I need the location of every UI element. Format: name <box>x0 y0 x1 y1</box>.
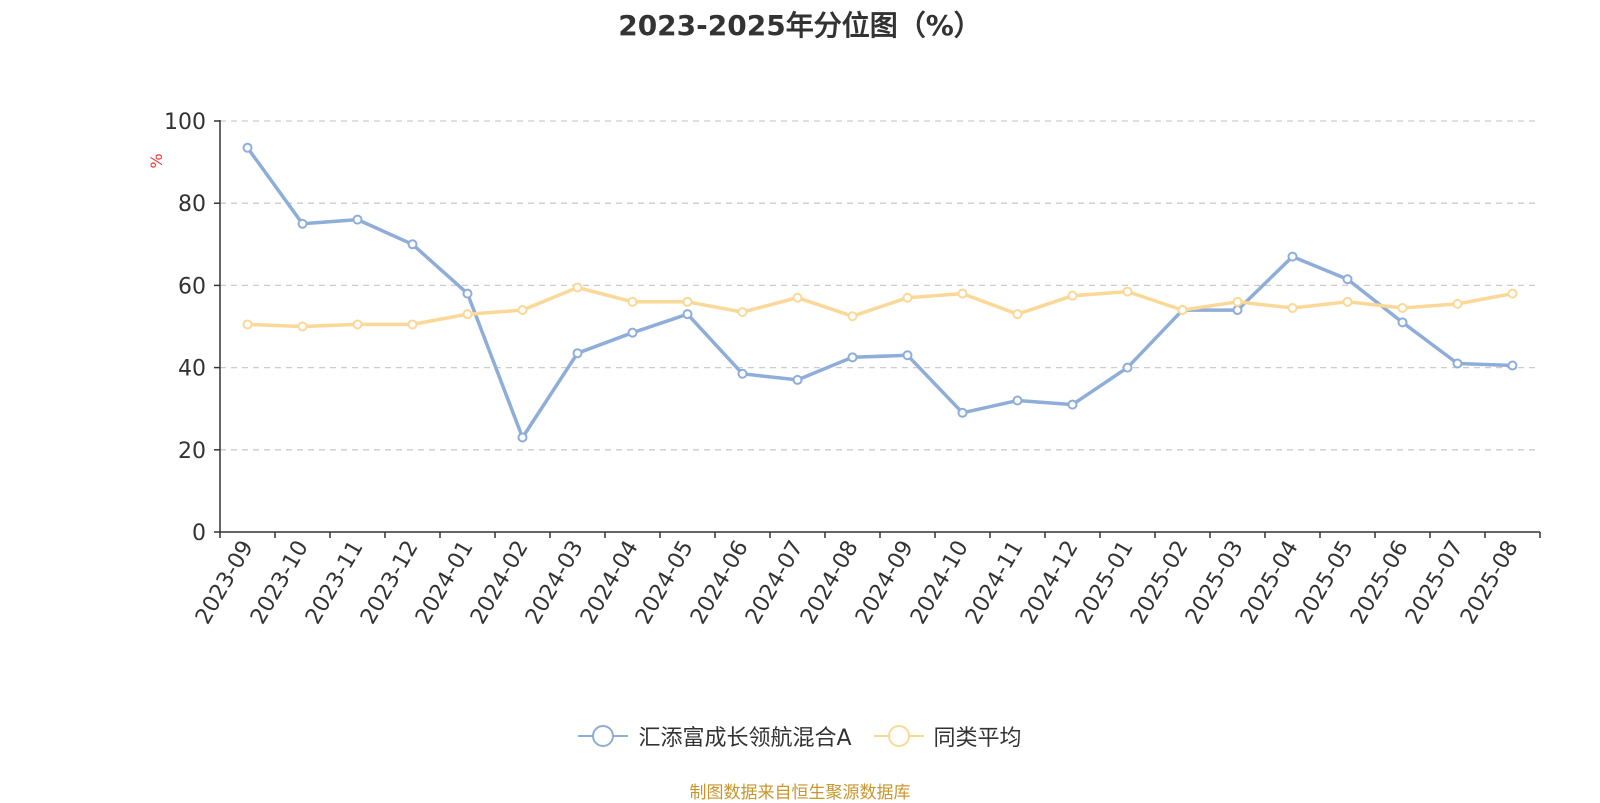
data-point-series-1 <box>1342 274 1353 285</box>
data-point-series-1 <box>737 368 748 379</box>
data-point-series-1 <box>352 214 363 225</box>
data-point-series-2 <box>1122 286 1133 297</box>
y-tick-label: 80 <box>178 192 206 217</box>
data-point-series-1 <box>572 348 583 359</box>
y-tick-label: 20 <box>178 439 206 464</box>
y-tick-label: 60 <box>178 274 206 299</box>
legend-marker-series-2 <box>873 725 924 747</box>
series-line-2 <box>245 285 1515 329</box>
data-point-series-2 <box>297 321 308 332</box>
series-line-1 <box>245 145 1515 440</box>
data-point-series-2 <box>1177 305 1188 316</box>
data-point-series-2 <box>1452 298 1463 309</box>
data-point-series-2 <box>737 307 748 318</box>
legend-item-series-1[interactable]: 汇添富成长领航混合A <box>578 720 852 752</box>
data-point-series-2 <box>1012 309 1023 320</box>
legend-label-series-2: 同类平均 <box>933 726 1022 751</box>
data-point-series-1 <box>462 288 473 299</box>
data-point-series-2 <box>957 288 968 299</box>
data-point-series-1 <box>902 350 913 361</box>
data-point-series-2 <box>1397 303 1408 314</box>
data-point-series-2 <box>352 319 363 330</box>
data-point-series-2 <box>462 309 473 320</box>
data-point-series-2 <box>242 319 253 330</box>
data-point-series-1 <box>1507 360 1518 371</box>
legend-marker-series-1 <box>578 725 629 747</box>
data-point-series-2 <box>902 292 913 303</box>
data-point-series-1 <box>1012 395 1023 406</box>
data-point-series-2 <box>1232 296 1243 307</box>
data-point-series-1 <box>1232 305 1243 316</box>
data-point-series-1 <box>407 239 418 250</box>
data-point-series-1 <box>847 352 858 363</box>
chart-title: 2023-2025年分位图（%） <box>618 9 982 42</box>
data-point-series-1 <box>1122 362 1133 373</box>
data-point-series-2 <box>1342 296 1353 307</box>
data-point-series-1 <box>517 432 528 443</box>
data-point-series-2 <box>847 311 858 322</box>
y-axis-label: % <box>147 153 166 168</box>
data-point-series-1 <box>1067 399 1078 410</box>
data-point-series-2 <box>572 282 583 293</box>
data-point-series-2 <box>627 296 638 307</box>
y-tick-label: 40 <box>178 357 206 382</box>
legend-label-series-1: 汇添富成长领航混合A <box>638 726 852 751</box>
data-point-series-2 <box>1067 290 1078 301</box>
legend-item-series-2[interactable]: 同类平均 <box>873 720 1022 752</box>
data-point-series-2 <box>682 296 693 307</box>
y-tick-label: 100 <box>164 110 206 135</box>
source-note: 制图数据来自恒生聚源数据库 <box>689 783 911 803</box>
legend: 汇添富成长领航混合A 同类平均 <box>0 720 1600 752</box>
data-point-series-2 <box>407 319 418 330</box>
data-point-series-2 <box>1287 303 1298 314</box>
data-point-series-1 <box>1452 358 1463 369</box>
data-point-series-1 <box>957 407 968 418</box>
data-point-series-1 <box>1397 317 1408 328</box>
data-point-series-1 <box>1287 251 1298 262</box>
data-point-series-1 <box>297 218 308 229</box>
data-point-series-2 <box>1507 288 1518 299</box>
data-point-series-1 <box>242 142 253 153</box>
data-point-series-1 <box>792 374 803 385</box>
data-point-series-1 <box>627 327 638 338</box>
data-point-series-2 <box>517 305 528 316</box>
data-point-series-1 <box>682 309 693 320</box>
y-tick-label: 0 <box>192 521 206 546</box>
data-point-series-2 <box>792 292 803 303</box>
